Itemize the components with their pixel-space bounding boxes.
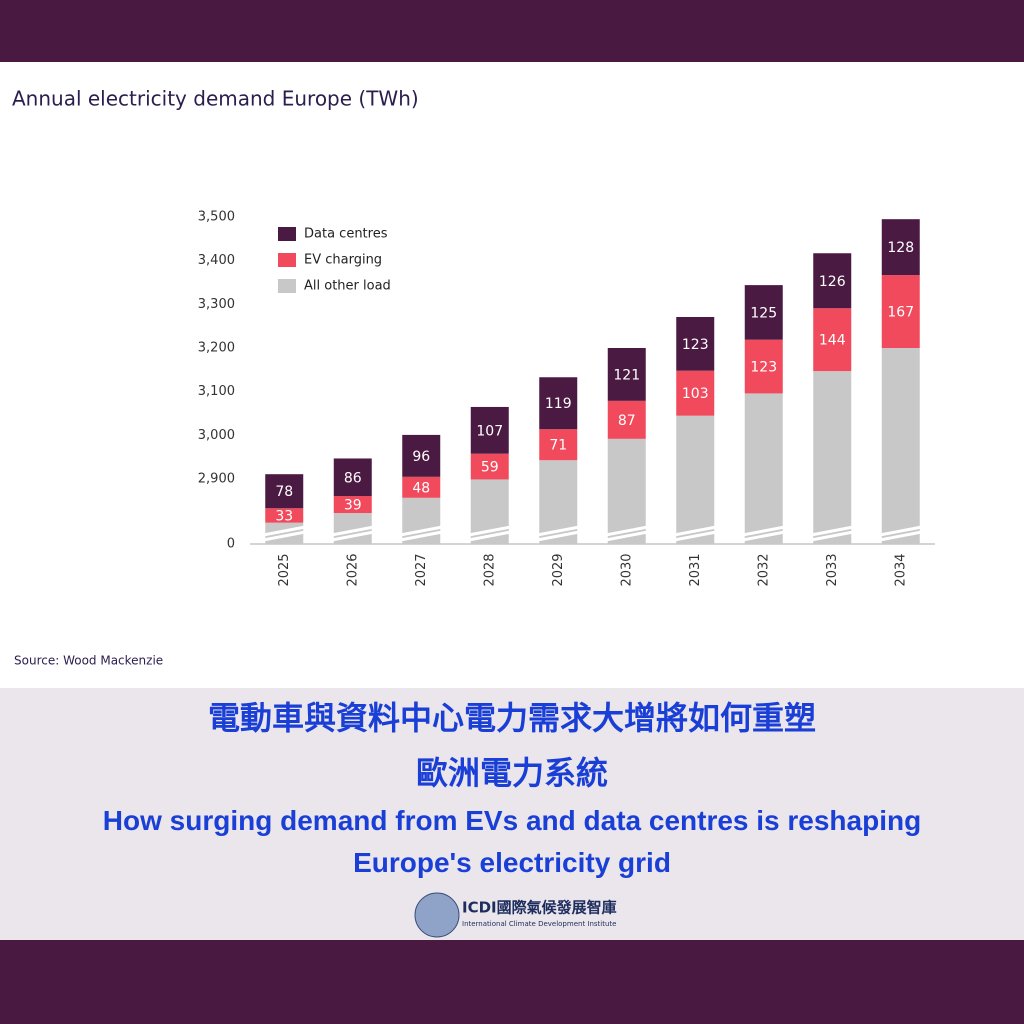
value-label: 121 — [613, 367, 640, 383]
legend-label: EV charging — [304, 253, 382, 268]
title-zh-1: 電動車與資料中心電力需求大增將如何重塑 — [207, 700, 816, 736]
y-tick-label: 3,300 — [198, 297, 235, 312]
bar-segment — [813, 253, 852, 309]
value-label: 59 — [481, 460, 499, 476]
value-label: 126 — [819, 274, 846, 290]
value-label: 33 — [275, 508, 293, 524]
axis-break — [879, 525, 923, 542]
legend-swatch — [278, 253, 296, 267]
x-tick-label: 2032 — [756, 553, 771, 586]
bar-segment — [676, 415, 715, 544]
x-tick-label: 2029 — [551, 553, 566, 586]
x-tick-label: 2033 — [825, 553, 840, 586]
y-tick-label: 3,500 — [198, 210, 235, 225]
value-label: 103 — [682, 386, 709, 402]
bar-segment — [607, 348, 646, 401]
axis-break — [399, 525, 443, 542]
value-label: 123 — [682, 337, 709, 353]
value-label: 86 — [344, 470, 362, 486]
bar-segment — [539, 377, 578, 430]
x-tick-label: 2027 — [414, 553, 429, 586]
value-label: 128 — [887, 240, 914, 256]
x-tick-label: 2026 — [345, 553, 360, 586]
logo-subtitle: International Climate Development Instit… — [462, 920, 616, 928]
bar-segment — [265, 508, 304, 523]
bar-segment — [333, 496, 372, 514]
bar-segment — [607, 400, 646, 439]
axis-break — [673, 525, 717, 542]
caption-panel — [0, 688, 1024, 940]
axis-break — [536, 525, 580, 542]
y-tick-label: 2,900 — [198, 472, 235, 487]
value-label: 107 — [476, 423, 503, 439]
bar-segment — [676, 316, 715, 371]
legend-label: Data centres — [304, 227, 388, 242]
value-label: 87 — [618, 413, 636, 429]
bar-segment — [744, 339, 783, 394]
bar-segment — [607, 438, 646, 544]
value-label: 119 — [545, 396, 572, 412]
bar-segment — [539, 429, 578, 461]
bar-segment — [881, 275, 920, 348]
logo-name: ICDI國際氣候發展智庫 — [462, 899, 617, 917]
source: Source: Wood Mackenzie — [14, 654, 163, 668]
title-zh-2: 歐洲電力系統 — [415, 755, 608, 791]
title-en-2: Europe's electricity grid — [353, 847, 671, 878]
bar-segment — [333, 458, 372, 497]
chart: Annual electricity demand Europe (TWh) S… — [0, 62, 1024, 688]
value-label: 123 — [750, 360, 777, 376]
bar-segment — [881, 348, 920, 544]
bar-segment — [676, 370, 715, 416]
y-tick-label: 3,000 — [198, 428, 235, 443]
axis-break — [468, 525, 512, 542]
legend-swatch — [278, 279, 296, 293]
bar-segment — [813, 371, 852, 544]
logo: ICDI國際氣候發展智庫 International Climate Devel… — [414, 892, 617, 938]
y-tick-label: 0 — [227, 537, 235, 552]
value-label: 125 — [750, 305, 777, 321]
axis-break — [262, 525, 306, 542]
legend-label: All other load — [304, 279, 391, 294]
bar-segment — [470, 406, 509, 454]
value-label: 144 — [819, 333, 846, 349]
value-label: 78 — [275, 484, 293, 500]
bar-segment — [470, 453, 509, 480]
axis-break — [810, 525, 854, 542]
bar-segment — [265, 474, 304, 509]
chart-title: Annual electricity demand Europe (TWh) — [12, 87, 419, 111]
x-tick-label: 2034 — [893, 553, 908, 586]
bar-segment — [881, 219, 920, 276]
bar-segment — [813, 308, 852, 372]
x-tick-label: 2028 — [482, 553, 497, 586]
value-label: 71 — [549, 438, 567, 454]
value-label: 39 — [344, 498, 362, 514]
x-tick-label: 2025 — [277, 553, 292, 586]
x-tick-label: 2031 — [688, 553, 703, 586]
bar-segment — [402, 434, 441, 477]
axis-break — [742, 525, 786, 542]
logo-globe — [414, 892, 460, 938]
x-tick-label: 2030 — [619, 553, 634, 586]
y-tick-label: 3,400 — [198, 253, 235, 268]
value-label: 96 — [412, 449, 430, 465]
y-tick-label: 3,200 — [198, 341, 235, 356]
title-en-1: How surging demand from EVs and data cen… — [102, 805, 922, 836]
bar-segment — [744, 393, 783, 544]
axis-break — [605, 525, 649, 542]
legend-swatch — [278, 227, 296, 241]
value-label: 48 — [412, 480, 430, 496]
bar-segment — [744, 285, 783, 340]
bar-segment — [402, 476, 441, 498]
value-label: 167 — [887, 305, 914, 321]
y-tick-label: 3,100 — [198, 384, 235, 399]
axis-break — [331, 525, 375, 542]
